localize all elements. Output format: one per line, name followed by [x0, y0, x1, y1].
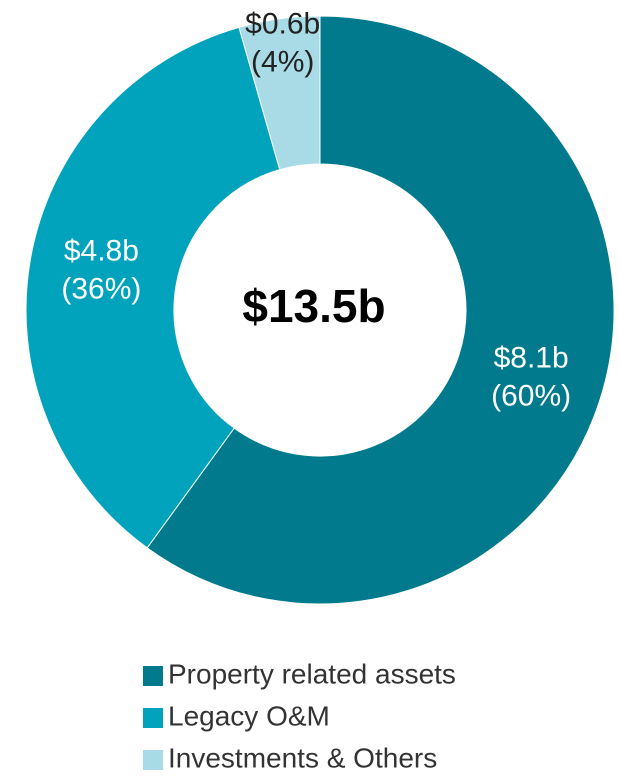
percent-label: (4%) [251, 46, 314, 79]
legend-label: Investments & Others [168, 742, 437, 773]
value-label: $8.1b [494, 342, 569, 375]
value-label: $4.8b [64, 234, 139, 267]
percent-label: (36%) [61, 272, 141, 305]
legend-label: Legacy O&M [168, 700, 330, 731]
legend-swatch [143, 750, 163, 770]
donut-slice [146, 15, 615, 605]
donut-slice [238, 15, 321, 171]
donut-slice [25, 26, 281, 549]
value-label: $0.6b [245, 8, 320, 41]
percent-label: (60%) [491, 380, 571, 413]
legend-label: Property related assets [168, 658, 456, 689]
legend-swatch [143, 666, 163, 686]
legend-swatch [143, 708, 163, 728]
center-label: $13.5b [242, 280, 385, 332]
